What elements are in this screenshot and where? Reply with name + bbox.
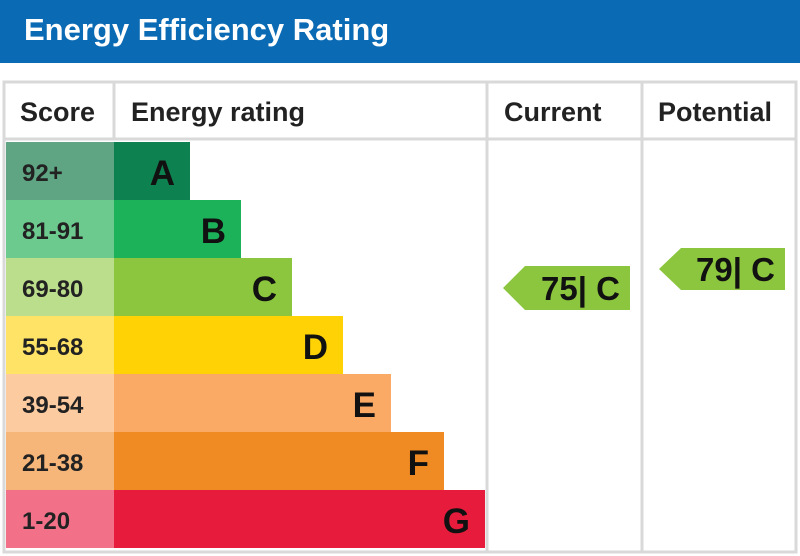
rating-letter: F <box>408 444 429 483</box>
rating-bar <box>114 432 444 490</box>
rating-letter: D <box>303 328 328 367</box>
score-label: 39-54 <box>22 392 84 419</box>
header-potential: Potential <box>658 97 772 127</box>
score-cell <box>6 142 114 200</box>
band-a: 92+ A <box>6 142 190 200</box>
rating-bar <box>114 142 190 200</box>
band-f: 21-38 F <box>6 432 444 490</box>
score-label: 21-38 <box>22 450 83 477</box>
indicator-label: 79| C <box>696 251 775 288</box>
band-c: 69-80 C <box>6 258 292 316</box>
score-label: 69-80 <box>22 276 83 303</box>
indicator-label: 75| C <box>541 270 620 307</box>
score-label: 55-68 <box>22 334 83 361</box>
score-label: 1-20 <box>22 508 70 535</box>
rating-bar <box>114 490 485 548</box>
header-score: Score <box>20 97 95 127</box>
rating-letter: G <box>443 502 470 541</box>
score-label: 81-91 <box>22 218 83 245</box>
rating-letter: E <box>353 386 376 425</box>
rating-bar <box>114 316 343 374</box>
score-cell <box>6 490 114 548</box>
band-b: 81-91 B <box>6 200 241 258</box>
indicator-arrow <box>659 248 785 290</box>
band-g: 1-20 G <box>6 490 485 548</box>
indicator-arrow <box>503 266 630 310</box>
potential-rating-indicator: 79| C <box>659 248 785 290</box>
rating-letter: A <box>150 154 175 193</box>
current-rating-indicator: 75| C <box>503 266 630 310</box>
rating-letter: B <box>201 212 226 251</box>
score-cell <box>6 374 114 432</box>
score-cell <box>6 316 114 374</box>
band-d: 55-68 D <box>6 316 343 374</box>
rating-bar <box>114 374 391 432</box>
score-label: 92+ <box>22 160 63 187</box>
band-e: 39-54 E <box>6 374 391 432</box>
rating-bands: 92+ A 81-91 B 69-80 C 55-68 D 39-54 E 21-38 F 1-20 G <box>6 142 485 548</box>
rating-indicators: 75| C 79| C <box>503 248 785 310</box>
score-cell <box>6 200 114 258</box>
column-headers: Score Energy rating Current Potential <box>20 97 772 127</box>
table-frame <box>2 80 798 554</box>
score-cell <box>6 432 114 490</box>
chart-title: Energy Efficiency Rating <box>24 12 390 47</box>
table-border <box>2 80 798 554</box>
rating-bar <box>114 258 292 316</box>
title-banner: Energy Efficiency Rating <box>0 0 800 63</box>
score-cell <box>6 258 114 316</box>
rating-bar <box>114 200 241 258</box>
header-current: Current <box>504 97 602 127</box>
header-energy-rating: Energy rating <box>131 97 305 127</box>
rating-letter: C <box>252 270 277 309</box>
